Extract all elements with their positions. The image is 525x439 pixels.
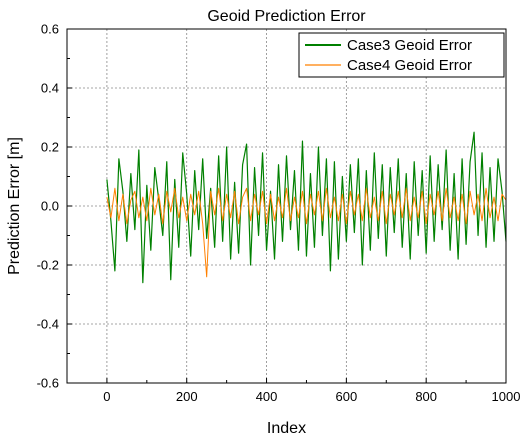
series-line-2 (106, 187, 507, 278)
y-tick-label: -0.2 (37, 258, 59, 273)
x-tick-label: 600 (336, 389, 358, 404)
x-tick-label: 400 (256, 389, 278, 404)
legend-box (298, 32, 505, 78)
y-tick-label: 0.2 (41, 140, 59, 155)
x-tick-label: 200 (176, 389, 198, 404)
y-tick-label: 0.4 (41, 81, 59, 96)
legend-label-1: Case3 Geoid Error (347, 37, 472, 54)
series-lines (106, 131, 507, 284)
series-line-1 (106, 131, 507, 284)
y-tick-label: 0.0 (41, 199, 59, 214)
x-tick-label: 800 (415, 389, 437, 404)
x-axis-label: Index (267, 420, 306, 437)
y-tick-label: 0.6 (41, 22, 59, 37)
y-tick-label: -0.6 (37, 376, 59, 391)
legend-label-2: Case4 Geoid Error (347, 57, 472, 74)
y-tick-label: -0.4 (37, 317, 59, 332)
chart-title: Geoid Prediction Error (207, 8, 366, 25)
x-tick-label: 0 (103, 389, 110, 404)
axis-ticks: 0 200 400 600 800 1000 -0.6 -0.4 -0.2 0.0 0.2 0.4 0.… (37, 22, 521, 405)
x-tick-label: 1000 (492, 389, 521, 404)
chart-legend: Case3 Geoid Error Case4 Geoid Error (298, 32, 505, 78)
y-axis-label: Prediction Error [m] (6, 137, 23, 275)
